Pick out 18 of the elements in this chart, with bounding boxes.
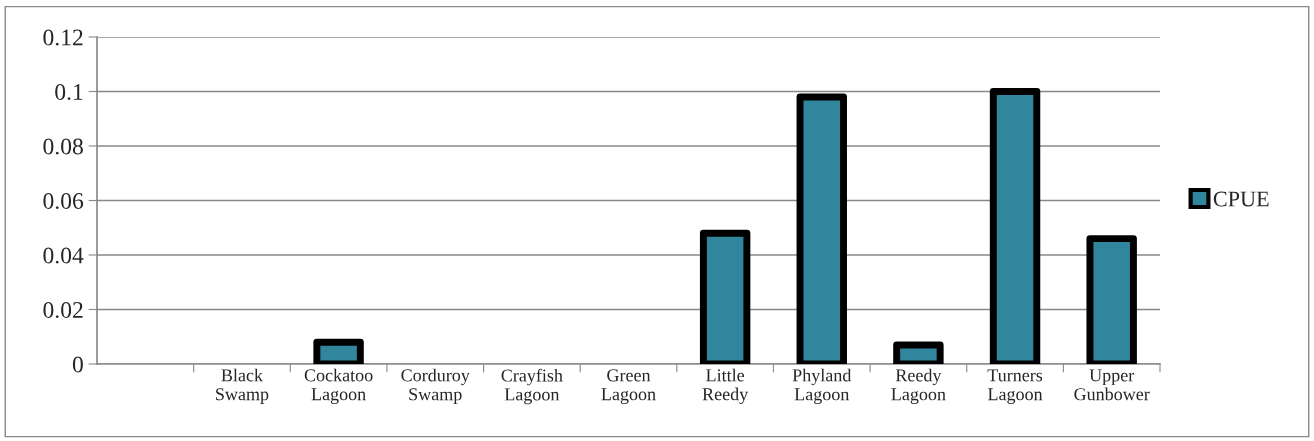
x-tick-label: Little Reedy	[702, 368, 749, 405]
x-tick-label: Turners Lagoon	[987, 369, 1043, 405]
y-tick-label: 0.12	[43, 29, 83, 46]
x-tick-label: Reedy Lagoon	[891, 368, 946, 405]
y-tick-label: 0	[72, 356, 83, 373]
legend-label: CPUE	[1213, 191, 1269, 207]
x-tick-label: Cockatoo Lagoon	[304, 368, 373, 405]
y-tick-label: 0.06	[43, 192, 84, 210]
x-tick-label: Upper Gunbower	[1074, 369, 1150, 401]
y-tick-label: 0.08	[43, 138, 83, 155]
x-tick-label: Crayfish Lagoon	[501, 368, 563, 405]
y-tick-label: 0.02	[43, 301, 83, 319]
y-tick-label: 0.04	[43, 247, 84, 264]
x-tick-label: Green Lagoon	[601, 369, 656, 405]
x-tick-label: Corduroy Swamp	[401, 368, 470, 405]
x-tick-label: Black Swamp	[216, 368, 269, 404]
y-tick-label: 0.1	[55, 83, 83, 101]
x-tick-label: Phyland Lagoon	[792, 368, 852, 405]
